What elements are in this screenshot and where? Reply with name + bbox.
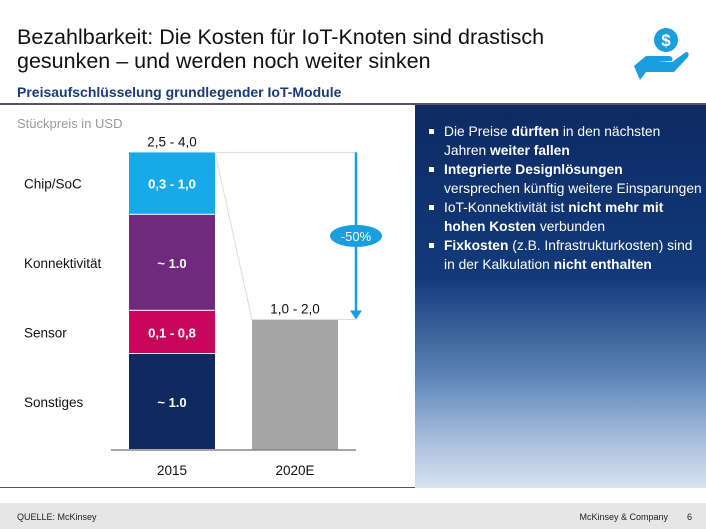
connector-line [214, 152, 356, 320]
category-label: Chip/SoC [24, 177, 82, 192]
total-label: 2,5 - 4,0 [147, 134, 197, 149]
x-tick-label: 2020E [275, 463, 314, 478]
arrow-head-icon [350, 310, 362, 320]
bar-segment-chip/soc [129, 152, 215, 214]
category-label: Konnektivität [24, 256, 102, 271]
svg-text:$: $ [661, 31, 671, 50]
segment-value-label: 0,1 - 0,8 [148, 325, 196, 340]
segment-value-label: 0,3 - 1,0 [148, 177, 196, 192]
bullet-item: IoT-Konnektivität ist nicht mehr mit hoh… [427, 198, 702, 236]
bullet-list: Die Preise dürften in den nächsten Jahre… [427, 122, 702, 274]
total-label: 1,0 - 2,0 [270, 301, 320, 316]
bold-text: Integrierte Designlösungen [444, 162, 623, 177]
brand-name: McKinsey & Company [579, 512, 668, 522]
text: Die Preise [444, 124, 512, 139]
footer: QUELLE: McKinsey McKinsey & Company 6 [0, 503, 706, 529]
bar-segment-sonstiges [129, 354, 215, 449]
divider [0, 103, 706, 105]
bullet-item: Die Preise dürften in den nächsten Jahre… [427, 122, 702, 160]
bold-text: dürften [511, 124, 559, 139]
category-label: Sensor [24, 325, 67, 340]
text: versprechen künftig weitere Einsparungen [444, 181, 702, 196]
key-points-panel: Die Preise dürften in den nächsten Jahre… [415, 105, 706, 488]
y-axis-label: Stückpreis in USD [17, 116, 123, 131]
bullet-item: Integrierte Designlösungen versprechen k… [427, 160, 702, 198]
text: verbunden [535, 219, 606, 234]
bar-segment-konnektivität [129, 214, 215, 310]
x-tick-label: 2015 [157, 463, 187, 478]
segment-value-label: ~ 1.0 [157, 395, 186, 410]
bullet-item: Fixkosten (z.B. Infrastrukturkosten) sin… [427, 236, 702, 274]
stacked-bar-chart: ~ 1.0 Sonstiges 0,1 - 0,8 Sensor ~ 1.0 Konnek… [24, 134, 382, 478]
reduction-badge [330, 224, 382, 247]
segment-value-label: ~ 1.0 [157, 256, 186, 271]
bar-2020e [252, 319, 338, 450]
bold-text: Fixkosten [444, 238, 509, 253]
text: (z.B. Infrastrukturkosten) sind in der K… [444, 238, 693, 272]
bold-text: nicht mehr mit hohen Kosten [444, 200, 664, 234]
divider [0, 487, 415, 488]
hand-dollar-coin-icon: $ [634, 28, 689, 80]
bold-text: weiter fallen [490, 143, 570, 158]
reduction-label: -50% [341, 229, 372, 244]
text: in den nächsten Jahren [444, 124, 661, 158]
bar-segment-sensor [129, 310, 215, 353]
category-label: Sonstiges [24, 395, 84, 410]
slide-title: Bezahlbarkeit: Die Kosten für IoT-Knoten… [17, 25, 545, 73]
bold-text: nicht enthalten [553, 257, 652, 272]
text: IoT-Konnektivität ist [444, 200, 569, 215]
chart-subtitle: Preisaufschlüsselung grundlegender IoT-M… [17, 84, 342, 100]
source-note: QUELLE: McKinsey [17, 512, 97, 522]
page-number: 6 [686, 512, 692, 522]
